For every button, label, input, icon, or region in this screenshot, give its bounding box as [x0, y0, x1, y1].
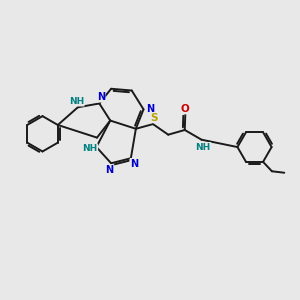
Text: NH: NH [195, 142, 211, 152]
Text: N: N [146, 104, 154, 114]
Text: NH: NH [69, 97, 84, 106]
Text: N: N [106, 165, 114, 175]
Text: O: O [180, 104, 189, 114]
Text: S: S [150, 112, 157, 123]
Text: N: N [97, 92, 105, 102]
Text: NH: NH [82, 144, 98, 153]
Text: N: N [130, 158, 139, 169]
